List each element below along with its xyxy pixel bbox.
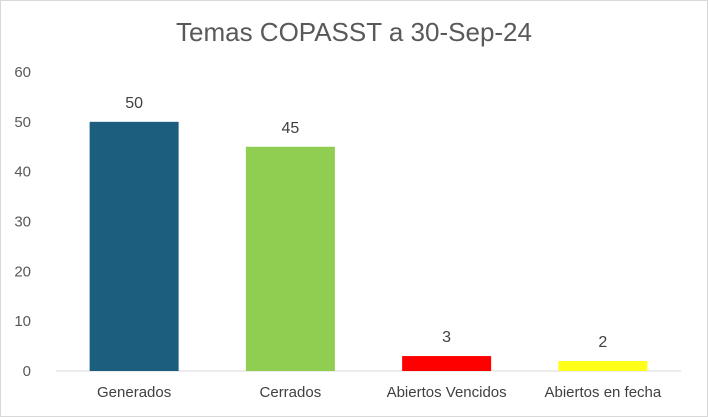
category-label: Abiertos en fecha	[545, 384, 662, 401]
y-tick-label: 40	[14, 164, 31, 181]
y-tick-label: 30	[14, 214, 31, 231]
data-label: 2	[598, 334, 607, 351]
category-label: Generados	[97, 384, 171, 401]
y-tick-label: 10	[14, 313, 31, 330]
bar	[558, 361, 648, 371]
category-label: Abiertos Vencidos	[387, 384, 507, 401]
y-tick-label: 0	[23, 363, 31, 380]
data-label: 50	[125, 95, 143, 112]
data-label: 45	[281, 120, 299, 137]
y-tick-label: 50	[14, 114, 31, 131]
category-label: Cerrados	[260, 384, 322, 401]
data-label: 3	[442, 329, 451, 346]
chart-title: Temas COPASST a 30-Sep-24	[176, 17, 532, 47]
y-tick-label: 20	[14, 263, 31, 280]
bar	[245, 146, 335, 371]
bar	[89, 121, 179, 371]
y-tick-label: 60	[14, 64, 31, 81]
bar	[402, 356, 492, 371]
